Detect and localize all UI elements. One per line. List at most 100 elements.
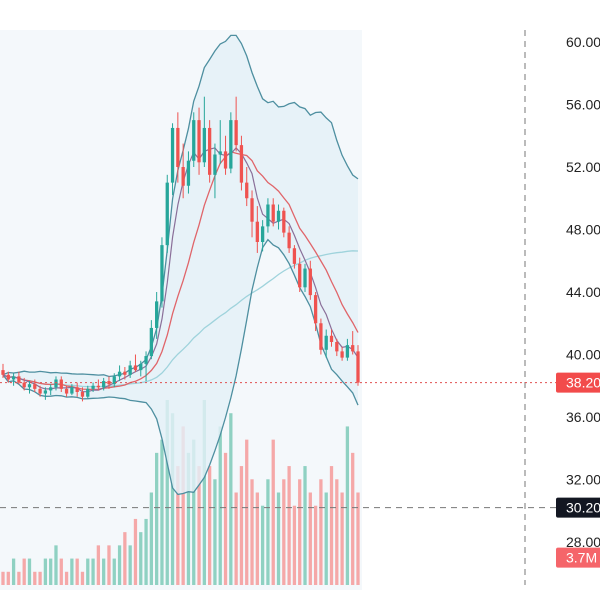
y-tick-label: 60.00 (566, 34, 600, 50)
volume-bar (234, 492, 238, 585)
candle-body (229, 120, 233, 169)
y-tick-label: 28.00 (566, 534, 600, 550)
price-badge (556, 372, 600, 393)
volume-bar (91, 558, 95, 585)
candle-body (27, 384, 32, 388)
volume-bar (165, 400, 169, 585)
candle-body (282, 210, 286, 233)
candle-body (276, 210, 281, 222)
candle-body (234, 120, 238, 146)
volume-bars (1, 400, 360, 585)
volume-bar (117, 545, 122, 585)
candle-body (33, 384, 37, 389)
volume-bar (75, 558, 79, 585)
volume-bar (192, 439, 196, 585)
candle-body (54, 379, 58, 388)
volume-bar (207, 466, 212, 585)
y-tick-label: 56.00 (566, 97, 600, 113)
candle-body (70, 387, 74, 394)
volume-bar (133, 518, 138, 585)
volume-bar (197, 466, 201, 585)
candle-body (80, 392, 85, 397)
reference-lines (0, 30, 556, 585)
volume-bar (282, 479, 286, 585)
volume-bar (181, 426, 185, 585)
volume-bar (298, 479, 302, 585)
volume-bar (139, 532, 143, 585)
candle-body (133, 365, 138, 371)
candle-body (59, 379, 63, 389)
candle-body (128, 365, 132, 375)
candle-body (292, 248, 297, 264)
bollinger-upper-line (2, 34, 359, 378)
candle-body (170, 127, 175, 183)
bollinger-band-fill (3, 35, 358, 495)
volume-bar (102, 558, 106, 585)
candle-body (123, 371, 127, 375)
volume-bar (128, 545, 132, 585)
volume-bar (70, 558, 74, 585)
volume-bar (308, 492, 312, 585)
volume-bar (260, 505, 265, 585)
candle-body (22, 382, 26, 388)
candle-body (38, 388, 42, 394)
volume-bar (340, 492, 344, 585)
volume-bar (155, 452, 159, 585)
volume-bar (335, 479, 339, 585)
volume-bar (54, 545, 58, 585)
y-tick-label: 32.00 (566, 472, 600, 488)
volume-bar (1, 571, 5, 585)
candle-body (335, 342, 339, 352)
candle-body (160, 245, 164, 302)
volume-bar (287, 466, 291, 585)
candle-body (86, 388, 90, 397)
volume-bar (313, 505, 318, 585)
candle-body (255, 221, 259, 242)
volume-bar (250, 479, 254, 585)
volume-bar (49, 558, 53, 585)
volume-bar (17, 571, 21, 585)
candle-body (96, 385, 101, 388)
candle-body (43, 390, 48, 394)
candle-body (155, 301, 159, 328)
y-tick-label: 48.00 (566, 222, 600, 238)
volume-bar (239, 466, 244, 585)
volume-bar (80, 571, 85, 585)
candle-body (144, 356, 148, 364)
candle-body (345, 345, 350, 358)
volume-bar (229, 413, 233, 585)
candle-body (351, 345, 355, 352)
volume-bar (59, 558, 63, 585)
volume-bar (22, 558, 26, 585)
volume-bar (186, 452, 191, 585)
candle-body (260, 226, 265, 242)
candle-body (64, 388, 69, 394)
candle-body (239, 145, 244, 183)
volume-bar (218, 426, 222, 585)
volume-bar (27, 558, 32, 585)
price-badge (556, 497, 600, 518)
price-badge (556, 547, 600, 568)
volume-bar (149, 492, 154, 585)
candle-body (207, 127, 212, 175)
volume-bar (329, 466, 334, 585)
candles (1, 96, 360, 402)
volume-bar (223, 452, 228, 585)
candle-body (17, 376, 21, 383)
candle-body (266, 204, 270, 227)
candle-body (112, 376, 116, 385)
candle-body (75, 387, 79, 392)
candle-body (271, 204, 275, 222)
volume-bar (271, 439, 275, 585)
volume-bar (43, 558, 48, 585)
candle-body (165, 182, 169, 246)
volume-bar (11, 558, 16, 585)
volume-bar (213, 479, 217, 585)
candle-body (1, 370, 5, 375)
candle-body (117, 371, 122, 377)
candle-body (356, 351, 360, 383)
candle-body (91, 385, 95, 389)
volume-bar (255, 492, 259, 585)
candle-body (319, 323, 323, 350)
